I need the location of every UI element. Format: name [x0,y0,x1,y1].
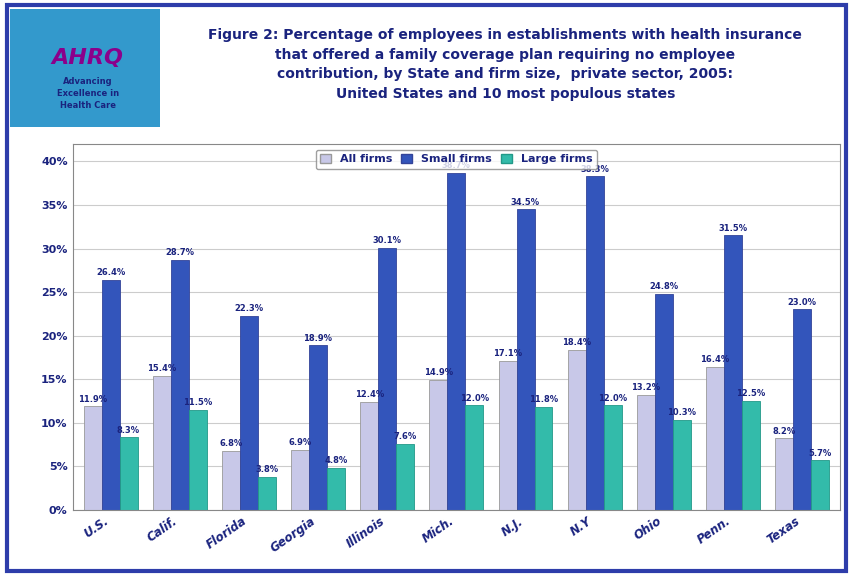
Text: 24.8%: 24.8% [648,282,677,291]
Text: 22.3%: 22.3% [234,304,263,313]
Bar [153,376,170,510]
Text: 12.0%: 12.0% [459,393,488,403]
Legend: All firms, Small firms, Large firms: All firms, Small firms, Large firms [315,150,596,169]
Text: 26.4%: 26.4% [95,268,125,277]
Bar [603,406,621,510]
Text: AHRQ: AHRQ [52,48,124,68]
Bar [395,444,414,510]
Bar [239,316,257,510]
Bar [516,209,534,510]
Text: Figure 2: Percentage of employees in establishments with health insurance
that o: Figure 2: Percentage of employees in est… [208,28,802,101]
Bar [291,450,308,510]
Bar [446,173,465,510]
Bar [465,406,483,510]
Bar [567,350,585,510]
Text: 31.5%: 31.5% [717,224,746,233]
Bar [257,477,275,510]
Bar [308,345,326,510]
Bar [636,395,654,510]
Text: 14.9%: 14.9% [423,369,452,377]
Text: 12.0%: 12.0% [597,393,626,403]
Text: 18.4%: 18.4% [561,338,590,347]
Text: 8.2%: 8.2% [772,427,795,435]
Text: Advancing
Excellence in
Health Care: Advancing Excellence in Health Care [57,77,118,110]
Text: 18.9%: 18.9% [303,334,332,343]
Bar [101,280,119,510]
Bar [810,460,828,510]
Text: 13.2%: 13.2% [630,383,659,392]
Text: 15.4%: 15.4% [147,364,176,373]
Bar [774,438,792,510]
Text: 11.5%: 11.5% [183,398,212,407]
Text: 12.4%: 12.4% [354,390,383,399]
Text: 34.5%: 34.5% [510,198,539,207]
Text: 23.0%: 23.0% [786,298,815,307]
Bar [534,407,552,510]
Text: 16.4%: 16.4% [699,355,728,365]
Bar [792,309,810,510]
Text: 4.8%: 4.8% [324,456,348,465]
Bar [498,361,516,510]
Bar [723,236,741,510]
Text: 38.7%: 38.7% [441,161,470,170]
Text: 6.8%: 6.8% [219,439,242,448]
Bar [429,380,446,510]
Bar [672,420,690,510]
Bar [654,294,672,510]
Text: 6.9%: 6.9% [288,438,311,447]
Bar [377,248,395,510]
Bar [119,438,137,510]
Bar [222,450,239,510]
Text: 10.3%: 10.3% [666,408,695,418]
Bar [326,468,344,510]
Text: 3.8%: 3.8% [255,465,278,474]
Text: 17.1%: 17.1% [492,349,521,358]
Text: 28.7%: 28.7% [165,248,194,257]
Text: 12.5%: 12.5% [735,389,765,398]
Bar [360,402,377,510]
Text: 8.3%: 8.3% [117,426,140,435]
Bar [705,367,723,510]
Bar [83,406,101,510]
Text: 11.9%: 11.9% [78,395,107,404]
Text: 11.8%: 11.8% [528,395,557,404]
Bar [741,401,759,510]
Text: 30.1%: 30.1% [372,236,401,245]
Text: 7.6%: 7.6% [393,432,417,441]
Bar [585,176,603,510]
Text: 38.3%: 38.3% [579,165,608,173]
Text: 5.7%: 5.7% [808,449,831,457]
Bar [170,260,188,510]
Bar [188,410,206,510]
